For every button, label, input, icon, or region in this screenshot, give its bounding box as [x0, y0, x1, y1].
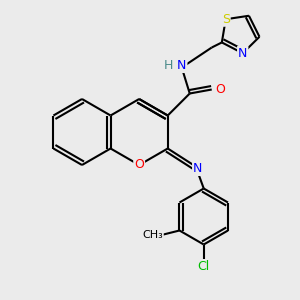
- Text: H: H: [164, 59, 173, 72]
- Text: Cl: Cl: [198, 260, 210, 273]
- Text: O: O: [134, 158, 144, 172]
- Text: CH₃: CH₃: [142, 230, 163, 241]
- Text: N: N: [238, 47, 247, 60]
- Text: O: O: [216, 83, 226, 96]
- Text: N: N: [177, 59, 186, 72]
- Text: S: S: [222, 13, 230, 26]
- Text: N: N: [193, 162, 202, 175]
